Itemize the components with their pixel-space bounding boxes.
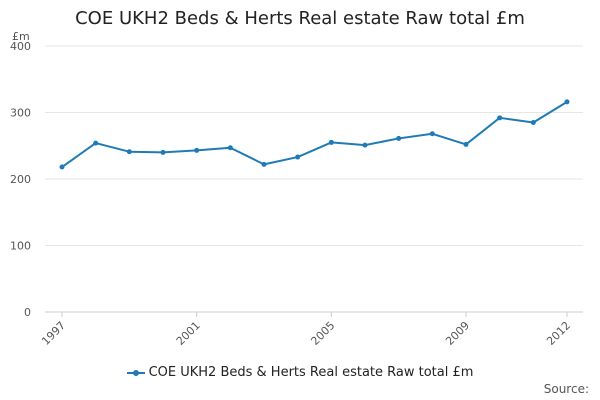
- data-point: [564, 99, 570, 105]
- data-point: [328, 139, 334, 145]
- data-point: [530, 119, 536, 125]
- data-point: [59, 164, 65, 170]
- data-point: [396, 135, 402, 141]
- x-tick-label: 2009: [443, 319, 472, 348]
- data-point: [126, 149, 132, 155]
- legend-series-marker: [126, 369, 145, 376]
- x-tick-label: 2012: [544, 319, 573, 348]
- legend-series-label: COE UKH2 Beds & Herts Real estate Raw to…: [148, 365, 474, 380]
- data-point: [362, 142, 368, 148]
- chart-legend: COE UKH2 Beds & Herts Real estate Raw to…: [0, 365, 600, 380]
- data-point: [227, 145, 233, 151]
- y-tick-label: 100: [10, 240, 31, 253]
- y-tick-label: 200: [10, 173, 31, 186]
- x-tick-label: 2001: [174, 319, 203, 348]
- y-axis-unit-label: £m: [12, 30, 30, 43]
- y-tick-label: 300: [10, 107, 31, 120]
- x-tick-label: 1997: [39, 319, 68, 348]
- chart-title: COE UKH2 Beds & Herts Real estate Raw to…: [75, 8, 525, 29]
- y-tick-label: 0: [24, 306, 31, 319]
- legend-series-dot: [132, 369, 139, 376]
- source-label: Source:: [543, 382, 589, 396]
- data-point: [295, 154, 301, 160]
- y-tick-label: 400: [10, 40, 31, 53]
- data-point: [194, 147, 200, 153]
- data-point: [160, 149, 166, 155]
- data-point: [429, 131, 435, 137]
- data-point: [93, 140, 99, 146]
- data-point: [463, 141, 469, 147]
- series-line: [61, 101, 568, 168]
- data-point: [497, 115, 503, 121]
- data-point: [261, 161, 267, 167]
- x-tick-label: 2005: [308, 319, 337, 348]
